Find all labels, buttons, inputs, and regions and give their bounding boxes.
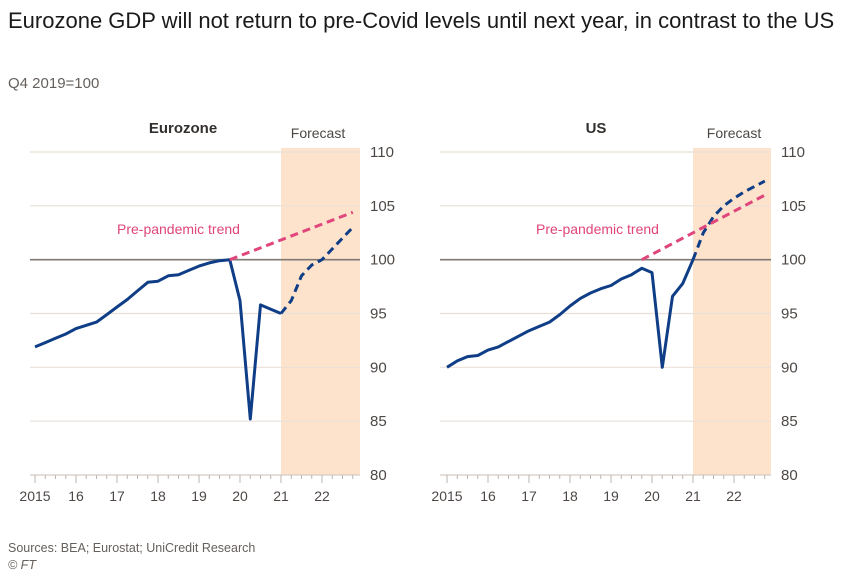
x-tick-label: 16 (68, 488, 84, 504)
y-tick-label: 80 (370, 467, 387, 484)
y-tick-label: 100 (370, 252, 395, 269)
x-tick-label: 20 (644, 488, 660, 504)
y-tick-label: 90 (781, 359, 798, 376)
y-tick-label: 95 (370, 306, 387, 323)
x-tick-label: 21 (685, 488, 701, 504)
y-tick-label: 105 (370, 198, 395, 215)
y-tick-label: 90 (370, 359, 387, 376)
y-tick-label: 100 (781, 252, 806, 269)
y-tick-label: 80 (781, 467, 798, 484)
trend-annotation: Pre-pandemic trend (536, 221, 659, 237)
x-tick-label: 18 (562, 488, 578, 504)
chart-title: Eurozone GDP will not return to pre-Covi… (8, 8, 835, 33)
forecast-band (281, 148, 360, 475)
chart-panel-us: 80 85 90 95 100 105 110 2015 16 17 18 19 20 21 22 US For… (431, 120, 806, 504)
forecast-label: Forecast (291, 125, 346, 141)
chart-panel-eurozone: 80 85 90 95 100 105 110 2015 16 17 18 19 20 21 22 Euroz… (19, 120, 395, 504)
sources-note: Sources: BEA; Eurostat; UniCredit Resear… (8, 541, 256, 555)
trend-line (229, 210, 354, 262)
x-tick-label: 2015 (431, 488, 462, 504)
x-tick-label: 17 (521, 488, 537, 504)
x-tick-label: 18 (150, 488, 166, 504)
y-tick-label: 85 (370, 413, 387, 430)
x-tick-label: 16 (480, 488, 496, 504)
chart-subtitle: Q4 2019=100 (8, 75, 100, 92)
panel-title: US (586, 120, 607, 137)
x-tick-label: 20 (232, 488, 248, 504)
y-tick-label: 110 (370, 144, 394, 161)
y-tick-label: 85 (781, 413, 798, 430)
trend-annotation: Pre-pandemic trend (117, 221, 240, 237)
panel-title: Eurozone (149, 120, 217, 137)
forecast-line (691, 179, 766, 261)
y-tick-label: 110 (781, 144, 805, 161)
forecast-band (693, 148, 771, 475)
actual-line (446, 259, 695, 369)
x-tick-label: 22 (314, 488, 330, 504)
x-tick-label: 17 (109, 488, 125, 504)
actual-line (34, 258, 282, 421)
y-tick-label: 105 (781, 198, 806, 215)
x-tick-label: 21 (273, 488, 289, 504)
y-tick-label: 95 (781, 306, 798, 323)
forecast-label: Forecast (707, 125, 762, 141)
trend-line (641, 193, 766, 262)
forecast-line (279, 226, 354, 315)
x-tick-label: 19 (191, 488, 207, 504)
copyright-note: © FT (8, 558, 36, 572)
x-tick-label: 22 (726, 488, 742, 504)
chart-footer: Sources: BEA; Eurostat; UniCredit Resear… (8, 540, 255, 574)
x-tick-label: 19 (603, 488, 619, 504)
x-tick-label: 2015 (19, 488, 50, 504)
